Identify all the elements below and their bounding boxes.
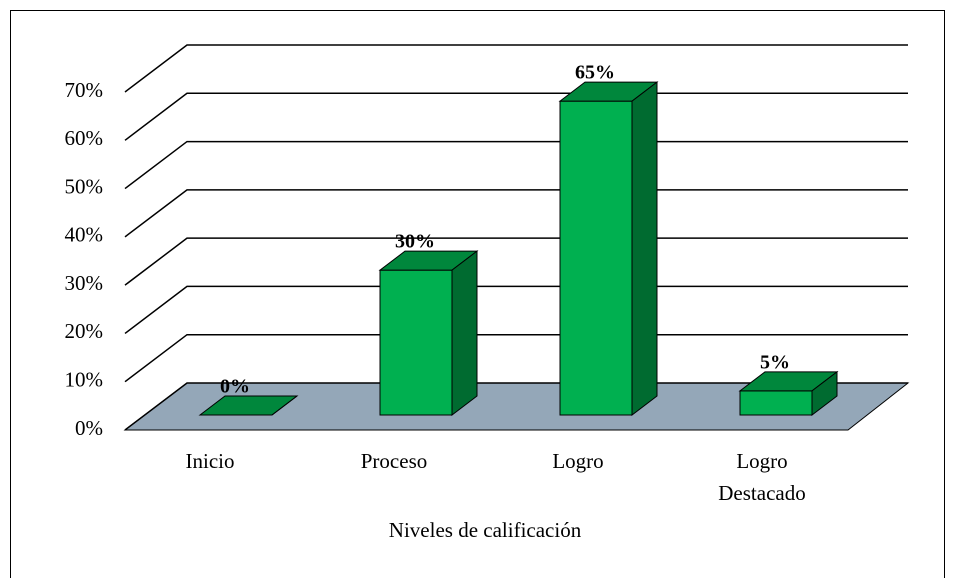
bar-side — [811, 370, 838, 417]
y-tick-label: 0% — [75, 416, 103, 440]
x-tick-label: Inicio — [186, 449, 235, 473]
grid-line — [124, 333, 908, 383]
bar-front — [379, 269, 453, 416]
grid-line — [124, 382, 908, 431]
y-tick-label: 60% — [65, 126, 104, 150]
x-tick-label-line: Proceso — [361, 449, 428, 473]
x-tick-label-line: Logro — [736, 449, 787, 473]
y-tick-label: 40% — [65, 223, 104, 247]
y-tick-label: 50% — [65, 174, 104, 198]
bar-side — [451, 250, 478, 417]
grid-line — [124, 237, 908, 286]
x-tick-label: Proceso — [361, 449, 428, 473]
value-label: 65% — [575, 62, 615, 84]
x-tick-label-line: Destacado — [718, 481, 805, 505]
x-axis-title: Niveles de calificación — [389, 518, 582, 542]
grid-line — [124, 189, 908, 238]
value-label: 30% — [395, 231, 435, 253]
x-tick-label-line: Inicio — [186, 449, 235, 473]
grid-line — [124, 140, 908, 190]
y-tick-label: 10% — [65, 368, 104, 392]
bar-front — [559, 100, 633, 416]
value-label: 0% — [220, 376, 250, 398]
bar-front — [739, 390, 813, 416]
bar-side — [271, 395, 298, 416]
y-tick-label: 70% — [65, 78, 104, 102]
x-tick-label: Logro Destacado — [718, 449, 805, 505]
grid-line — [124, 285, 908, 335]
y-tick-label: 20% — [65, 319, 104, 343]
grid-line — [124, 44, 908, 93]
grid-line — [124, 92, 908, 141]
bar-side — [631, 81, 658, 417]
x-tick-label: Logro — [552, 449, 603, 473]
value-label: 5% — [760, 351, 790, 373]
y-tick-label: 30% — [65, 271, 104, 295]
x-tick-label-line: Logro — [552, 449, 603, 473]
